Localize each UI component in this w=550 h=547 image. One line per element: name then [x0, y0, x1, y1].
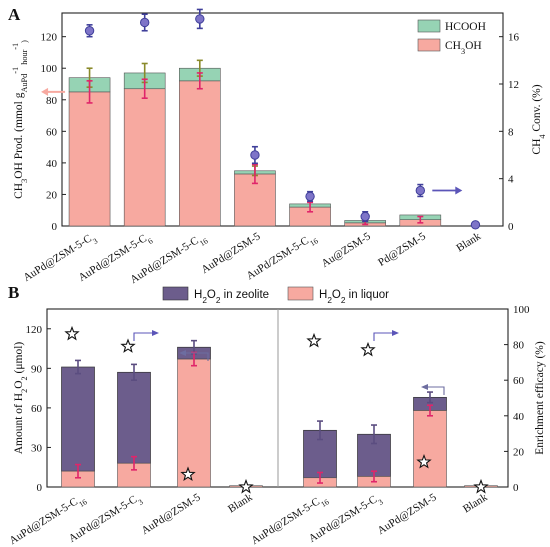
panel-b-y2tick-label-3: 60	[513, 375, 525, 387]
panel-b-g1-bar-liquor-2	[413, 410, 447, 488]
panel-b-g1-efficacy-star-2	[416, 454, 432, 469]
panel-b-ytick-label-1: 30	[31, 442, 43, 454]
panel-a-ylabel: CH3OH Prod. (mmol gAuPd-1 hour-1)	[11, 40, 29, 199]
panel-a-conv-point-3	[250, 150, 260, 160]
panel-b-arrow-left-1-line	[182, 352, 209, 361]
panel-a-ytick-label-0: 0	[52, 221, 58, 233]
panel-a-conv-point-5	[360, 211, 370, 222]
panel-b-g0-efficacy-star-0	[64, 325, 80, 341]
panel-a-ytick-label-5: 100	[41, 63, 58, 75]
panel-a-conv-point-0	[84, 26, 95, 36]
panel-b-legend-swatch-liquor	[287, 286, 314, 301]
panel-a-xtick-label-5: Au@ZSM-5	[319, 230, 373, 270]
panel-a-xtick-label-7: Blank	[454, 230, 483, 254]
panel-b-arrow-left-2-head	[421, 384, 428, 390]
panel-b-g0-xtick-label-2: AuPd@ZSM-5	[139, 491, 203, 537]
panel-a-letter: A	[8, 5, 21, 24]
panel-b-arrow-right-2-head	[392, 330, 399, 336]
panel-b-arrow-right-1-line	[133, 332, 156, 341]
panel-a-chart: 0204060801001200481216AuPd@ZSM-5-C3AuPd@…	[11, 8, 547, 286]
panel-a-ytick-label-6: 120	[41, 32, 58, 44]
panel-b-g1-xtick-label-1: AuPd@ZSM-5-C3	[307, 491, 385, 547]
panel-a-y2tick-label-3: 12	[508, 79, 519, 91]
panel-a-y2tick-label-2: 8	[508, 126, 514, 138]
panel-b-y2tick-label-4: 80	[513, 340, 525, 352]
panel-b-g0-efficacy-star-1	[120, 338, 136, 353]
panel-b-g0-bar-liquor-2	[177, 358, 211, 488]
panel-b-y2tick-label-0: 0	[513, 482, 519, 494]
panel-b-y2tick-label-2: 40	[513, 411, 525, 423]
panel-b-g1-efficacy-star-3	[473, 478, 489, 494]
panel-b-chart: 0306090120020406080100AuPd@ZSM-5-C16AuPd…	[7, 286, 546, 547]
panel-a-ytick-label-4: 80	[46, 95, 58, 107]
panel-b-g0-bar-zeolite-1	[117, 371, 151, 464]
panel-b-g0-xtick-label-3: Blank	[226, 491, 255, 515]
panel-b-g0-efficacy-star-3	[238, 478, 254, 494]
panel-b-ylabel: Amount of H2O2 (μmol)	[13, 342, 29, 455]
panel-b-g0-efficacy-star-2	[180, 466, 196, 482]
panel-b-y2tick-label-1: 20	[513, 446, 525, 458]
panel-b-y2tick-label-5: 100	[513, 304, 530, 316]
panel-b-g1-efficacy-star-1	[360, 341, 376, 357]
panel-a-frame	[61, 12, 504, 227]
panel-b-y2label: Enrichment efficacy (%)	[534, 341, 546, 455]
panel-a-conv-point-1	[139, 17, 150, 28]
panel-a-conv-point-2	[195, 14, 205, 24]
panel-a-conv-point-6	[415, 185, 426, 196]
panel-b-ytick-label-0: 0	[37, 482, 43, 494]
panel-a-legend-label-ch3oh: CH3OH	[445, 40, 482, 56]
panel-b-legend-swatch-zeolite	[162, 286, 189, 301]
panel-a-legend-swatch-ch3oh	[417, 38, 441, 52]
panel-a-y2tick-label-1: 4	[508, 174, 514, 186]
panel-a-ytick-label-3: 60	[46, 126, 58, 138]
panel-a-legend-swatch-hcooh	[417, 19, 441, 33]
panel-b-ytick-label-3: 90	[31, 363, 43, 375]
panel-b-arrow-right-2-line	[373, 332, 396, 341]
panel-a-y2tick-label-0: 0	[508, 221, 514, 233]
panel-b-arrow-left-2-line	[424, 386, 445, 395]
panel-b-legend-label-zeolite: H2O2 in zeolite	[194, 289, 269, 305]
panel-a-conv-point-4	[305, 191, 315, 202]
panel-a-ytick-label-1: 20	[46, 189, 58, 201]
panel-b-arrow-right-1-head	[152, 330, 159, 336]
panel-b-g0-bar-zeolite-0	[61, 366, 95, 472]
panel-b-ytick-label-2: 60	[31, 403, 43, 415]
panel-b-g1-efficacy-star-0	[306, 332, 322, 348]
panel-a-bar-ch3oh-2	[179, 80, 221, 227]
panel-a-xtick-label-6: Pd@ZSM-5	[376, 230, 428, 269]
panel-b-g1-xtick-label-2: AuPd@ZSM-5	[375, 491, 439, 537]
panel-b-g1-xtick-label-3: Blank	[461, 491, 490, 515]
panel-a-conv-point-7	[470, 220, 481, 230]
panel-a-bar-ch3oh-0	[68, 91, 111, 227]
panel-a-y2tick-label-4: 16	[508, 32, 520, 44]
panel-b-ytick-label-4: 120	[26, 324, 43, 336]
panel-a-bar-ch3oh-1	[123, 88, 166, 227]
panel-a-arrow-left-head	[41, 87, 49, 96]
panel-a-arrow-right-head	[455, 186, 463, 195]
panel-a-ytick-label-2: 40	[46, 158, 58, 170]
panel-b-legend-label-liquor: H2O2 in liquor	[319, 289, 389, 305]
panel-b-letter: B	[8, 283, 19, 302]
panel-a-legend-label-hcooh: HCOOH	[445, 21, 486, 33]
panel-b-arrow-left-1-head	[179, 350, 186, 356]
panel-a-y2label: CH4 Conv. (%)	[531, 84, 547, 154]
